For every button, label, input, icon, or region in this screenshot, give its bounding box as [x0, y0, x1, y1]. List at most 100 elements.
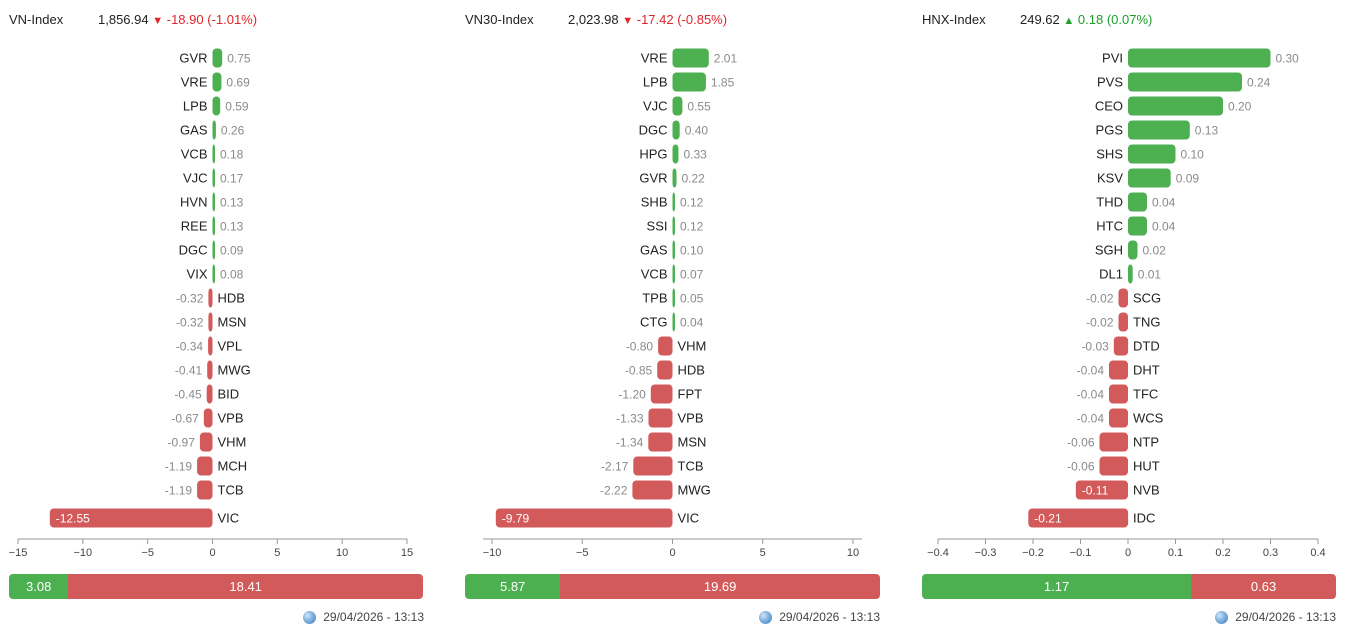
positive-total: 5.87 — [465, 574, 561, 599]
value-label: 0.04 — [680, 316, 704, 330]
value-label: 0.30 — [1276, 52, 1300, 66]
symbol-label: DL1 — [1099, 267, 1123, 282]
symbol-label: FPT — [678, 387, 703, 402]
symbol-label: VJC — [183, 171, 208, 186]
value-label: 0.22 — [682, 172, 706, 186]
value-label: 0.69 — [226, 76, 250, 90]
bar-NTP — [1099, 432, 1128, 452]
bar-VPB — [203, 408, 213, 428]
symbol-label: SHS — [1096, 147, 1123, 162]
symbol-label: MSN — [678, 435, 707, 450]
value-label: 0.09 — [1176, 172, 1200, 186]
symbol-label: TCB — [678, 459, 704, 474]
symbol-label: PGS — [1096, 123, 1124, 138]
positive-total: 3.08 — [9, 574, 69, 599]
bar-TFC — [1109, 384, 1128, 404]
bar-VIC — [49, 508, 213, 528]
x-tick-label: −10 — [483, 547, 502, 559]
symbol-label: VRE — [641, 51, 668, 66]
index-name: HNX-Index — [922, 12, 986, 27]
value-label: 0.04 — [1152, 196, 1176, 210]
value-label: 0.55 — [687, 100, 711, 114]
symbol-label: SGH — [1095, 243, 1123, 258]
x-tick-label: −5 — [576, 547, 589, 559]
value-label: -0.32 — [176, 292, 204, 306]
bar-GVR — [212, 48, 223, 68]
value-label: 0.13 — [1195, 124, 1219, 138]
update-time: 29/04/2026 - 13:13 — [759, 610, 880, 624]
symbol-label: VPL — [218, 339, 243, 354]
symbol-label: DGC — [179, 243, 208, 258]
index-name: VN30-Index — [465, 12, 534, 27]
symbol-label: DGC — [639, 123, 668, 138]
symbol-label: NVB — [1133, 483, 1160, 498]
value-label: 0.05 — [680, 292, 704, 306]
update-time: 29/04/2026 - 13:13 — [303, 610, 424, 624]
value-label: 0.20 — [1228, 100, 1252, 114]
symbol-label: CEO — [1095, 99, 1123, 114]
index-value: 249.62 — [1020, 12, 1060, 27]
timestamp-text: 29/04/2026 - 13:13 — [1235, 610, 1336, 624]
symbol-label: SSI — [647, 219, 668, 234]
symbol-label: PVI — [1102, 51, 1123, 66]
value-label: -0.04 — [1077, 364, 1105, 378]
value-label: 0.17 — [220, 172, 244, 186]
index-change: -17.42 (-0.85%) — [636, 12, 728, 27]
symbol-label: LPB — [643, 75, 668, 90]
symbol-label: VRE — [181, 75, 208, 90]
x-tick-label: −0.3 — [975, 547, 997, 559]
bar-VIC — [495, 508, 673, 528]
bar-SHB — [672, 192, 675, 212]
value-label: -12.55 — [56, 512, 90, 526]
bar-VJC — [212, 168, 215, 188]
symbol-label: VJC — [643, 99, 668, 114]
down-arrow-icon: ▼ — [152, 15, 164, 27]
symbol-label: SCG — [1133, 291, 1161, 306]
bar-MSN — [648, 432, 673, 452]
up-arrow-icon: ▲ — [1063, 15, 1075, 27]
bar-HDB — [208, 288, 213, 308]
value-label: 0.59 — [225, 100, 249, 114]
symbol-label: THD — [1096, 195, 1123, 210]
globe-icon — [759, 610, 773, 624]
symbol-label: BID — [218, 387, 240, 402]
symbol-label: HDB — [678, 363, 705, 378]
bar-SCG — [1118, 288, 1128, 308]
value-label: -1.19 — [165, 484, 193, 498]
bar-DGC — [672, 120, 680, 140]
negative-total: 19.69 — [560, 574, 880, 599]
negative-total: 18.41 — [68, 574, 423, 599]
value-label: -2.22 — [600, 484, 628, 498]
bar-PGS — [1128, 120, 1190, 140]
value-label: 0.18 — [220, 148, 244, 162]
bar-VPB — [648, 408, 673, 428]
value-label: 0.75 — [227, 52, 251, 66]
bar-HUT — [1099, 456, 1128, 476]
symbol-label: GAS — [640, 243, 668, 258]
value-label: -0.80 — [626, 340, 654, 354]
bar-GVR — [672, 168, 677, 188]
value-label: 2.01 — [714, 52, 738, 66]
bar-NVB — [1075, 480, 1128, 500]
value-label: -0.41 — [175, 364, 203, 378]
index-header: VN30-Index 2,023.98 ▼ -17.42 (-0.85%) — [465, 12, 880, 30]
x-tick-label: 0 — [1125, 547, 1131, 559]
index-value: 1,856.94 — [98, 12, 149, 27]
symbol-label: VCB — [181, 147, 208, 162]
index-value: 2,023.98 — [568, 12, 619, 27]
bar-GAS — [672, 240, 675, 260]
symbol-label: VPB — [218, 411, 244, 426]
negative-total: 0.63 — [1191, 574, 1336, 599]
value-label: 0.26 — [221, 124, 245, 138]
symbol-label: DHT — [1133, 363, 1160, 378]
x-tick-label: 5 — [274, 547, 280, 559]
bar-DGC — [212, 240, 215, 260]
x-tick-label: 5 — [760, 547, 766, 559]
value-label: 0.40 — [685, 124, 709, 138]
x-tick-label: 0.3 — [1263, 547, 1278, 559]
bar-SGH — [1128, 240, 1138, 260]
symbol-label: VIC — [678, 511, 700, 526]
symbol-label: TPB — [642, 291, 667, 306]
bar-MCH — [197, 456, 213, 476]
